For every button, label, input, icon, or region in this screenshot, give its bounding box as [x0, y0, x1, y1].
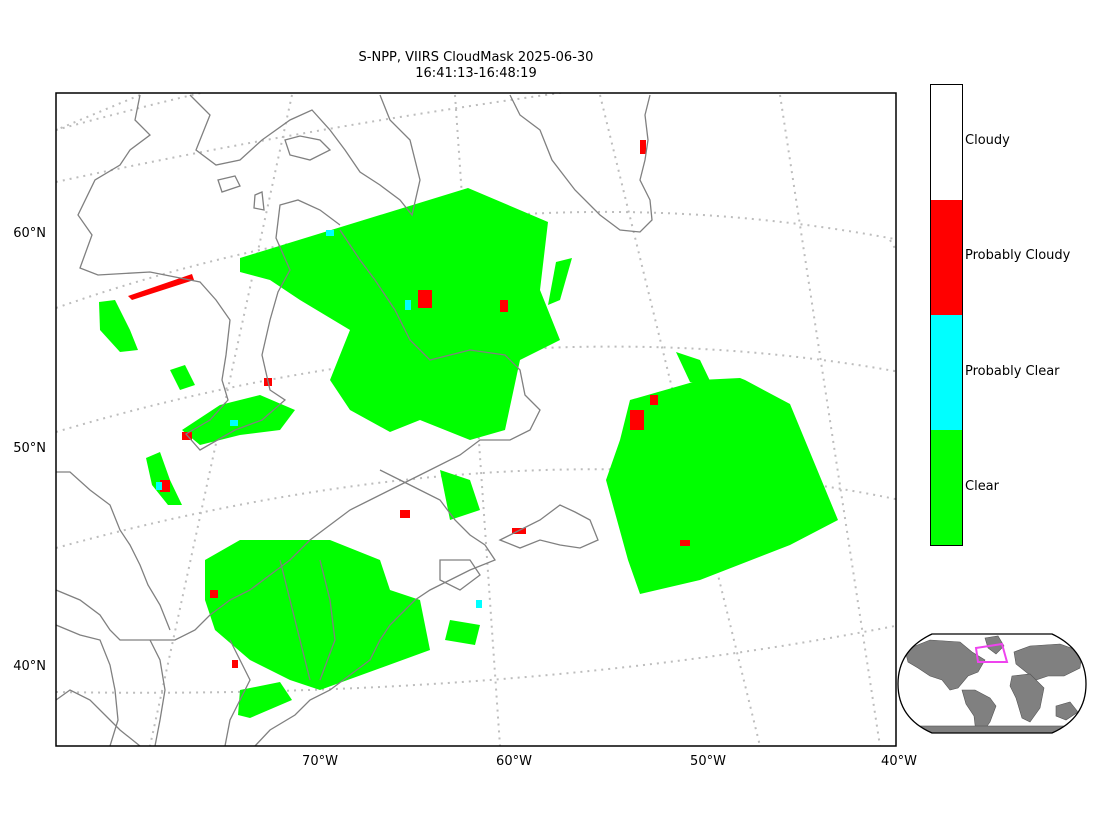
colorbar-label-probably-clear: Probably Clear — [965, 364, 1060, 379]
lon-label-60w: 60°W — [496, 754, 532, 769]
colorbar-segment-cloudy — [931, 85, 962, 200]
colorbar-label-cloudy: Cloudy — [965, 133, 1010, 148]
lon-label-40w: 40°W — [881, 754, 917, 769]
colorbar-segment-probably-clear — [931, 315, 962, 430]
map-frame — [55, 92, 897, 747]
lat-label-40n: 40°N — [13, 659, 46, 674]
lon-label-70w: 70°W — [302, 754, 338, 769]
lon-label-50w: 50°W — [690, 754, 726, 769]
colorbar — [930, 84, 963, 546]
lat-label-60n: 60°N — [13, 226, 46, 241]
colorbar-segment-clear — [931, 430, 962, 545]
clear-pixels — [99, 188, 838, 718]
colorbar-label-probably-cloudy: Probably Cloudy — [965, 248, 1071, 263]
map-title: S-NPP, VIIRS CloudMask 2025-06-30 16:41:… — [56, 50, 896, 82]
title-line-2: 16:41:13-16:48:19 — [415, 66, 537, 81]
colorbar-label-clear: Clear — [965, 479, 999, 494]
graticule-meridians — [56, 94, 896, 746]
lat-label-50n: 50°N — [13, 441, 46, 456]
probably-clear-pixels — [156, 230, 482, 608]
title-line-1: S-NPP, VIIRS CloudMask 2025-06-30 — [358, 50, 594, 65]
colorbar-segment-probably-cloudy — [931, 200, 962, 315]
coastlines — [56, 94, 653, 746]
